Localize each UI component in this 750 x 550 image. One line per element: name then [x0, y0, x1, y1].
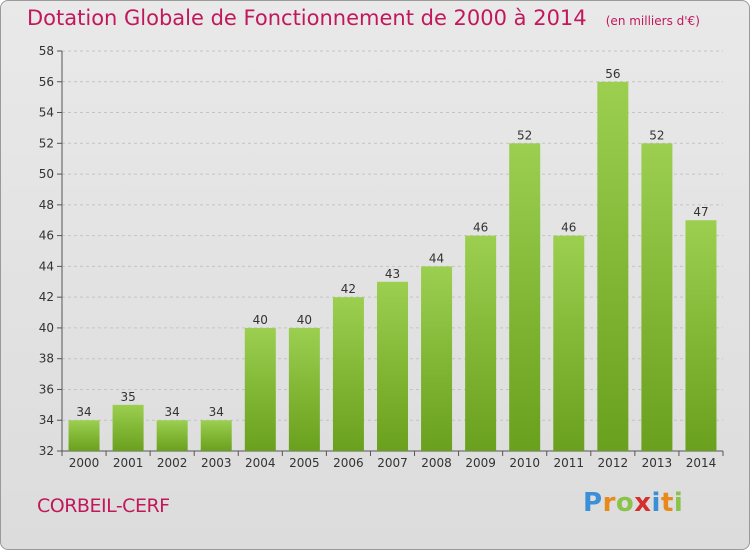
logo-letter: t: [660, 488, 674, 518]
chart-title-text: Dotation Globale de Fonctionnement de 20…: [27, 6, 587, 30]
proxiti-logo: Proxiti: [583, 488, 683, 518]
bar: [200, 420, 232, 451]
y-tick-label: 34: [39, 413, 54, 427]
data-label: 34: [76, 405, 91, 419]
x-tick-label: 2005: [289, 456, 320, 470]
data-label: 52: [649, 128, 664, 142]
bar: [509, 143, 541, 452]
logo-letter: x: [634, 488, 652, 518]
bar: [641, 143, 673, 452]
bar: [244, 327, 276, 451]
bars: [68, 81, 717, 452]
bar: [553, 235, 585, 451]
y-tick-label: 54: [39, 106, 54, 120]
bar: [68, 420, 100, 451]
y-tick-labels: 32 34 36 38 40 42 44 46 48 50 52 54 56 58: [39, 44, 54, 458]
x-tick-label: 2008: [421, 456, 452, 470]
chart-unit-text: (en milliers d'€): [605, 14, 700, 28]
data-label: 40: [253, 313, 268, 327]
bar: [685, 220, 717, 451]
x-tick-label: 2014: [686, 456, 717, 470]
y-tick-label: 56: [39, 75, 54, 89]
x-tick-label: 2007: [377, 456, 408, 470]
x-tick-label: 2012: [598, 456, 629, 470]
x-tick-label: 2011: [553, 456, 584, 470]
y-tick-label: 58: [39, 44, 54, 58]
y-tick-label: 48: [39, 198, 54, 212]
x-tick-label: 2004: [245, 456, 276, 470]
bar: [421, 266, 453, 451]
bar: [156, 420, 188, 451]
x-tick-label: 2006: [333, 456, 364, 470]
chart-title: Dotation Globale de Fonctionnement de 20…: [27, 6, 700, 30]
logo-letter: i: [651, 488, 661, 518]
data-label: 43: [385, 267, 400, 281]
y-tick-label: 36: [39, 382, 54, 396]
y-tick-label: 42: [39, 290, 54, 304]
x-tick-label: 2001: [113, 456, 144, 470]
y-tick-label: 32: [39, 444, 54, 458]
x-tick-label: 2003: [201, 456, 232, 470]
x-tick-label: 2010: [509, 456, 540, 470]
data-label: 34: [165, 405, 180, 419]
bar: [112, 404, 144, 451]
logo-letter: r: [602, 488, 616, 518]
y-tick-label: 38: [39, 352, 54, 366]
bar: [465, 235, 497, 451]
y-tick-label: 46: [39, 229, 54, 243]
data-label: 52: [517, 128, 532, 142]
data-label: 46: [561, 221, 576, 235]
y-tick-label: 44: [39, 259, 54, 273]
data-label: 47: [693, 205, 708, 219]
data-label: 56: [605, 67, 620, 81]
data-label: 42: [341, 282, 356, 296]
x-tick-label: 2009: [465, 456, 496, 470]
data-label: 46: [473, 221, 488, 235]
x-tick-labels: 2000 2001 2002 2003 2004 2005 2006 2007 2008 2009…: [69, 456, 716, 470]
y-tick-label: 40: [39, 321, 54, 335]
x-tick-label: 2000: [69, 456, 100, 470]
data-label: 34: [209, 405, 224, 419]
bar: [332, 297, 364, 451]
x-tick-label: 2002: [157, 456, 188, 470]
logo-letter: o: [615, 488, 635, 518]
bar: [377, 281, 408, 451]
y-tick-label: 50: [39, 167, 54, 181]
data-label: 40: [297, 313, 312, 327]
commune-name: CORBEIL-CERF: [37, 495, 170, 517]
data-label: 35: [120, 390, 135, 404]
data-labels: 34 35 34 34 40 40 42 43 44 46 52 46 56 52 47: [76, 67, 708, 419]
bar: [288, 327, 320, 451]
data-label: 44: [429, 251, 444, 265]
logo-letter: i: [673, 488, 684, 518]
y-tick-label: 52: [39, 136, 54, 150]
bar: [597, 81, 629, 452]
logo-letter: P: [583, 488, 603, 518]
x-tick-label: 2013: [642, 456, 673, 470]
